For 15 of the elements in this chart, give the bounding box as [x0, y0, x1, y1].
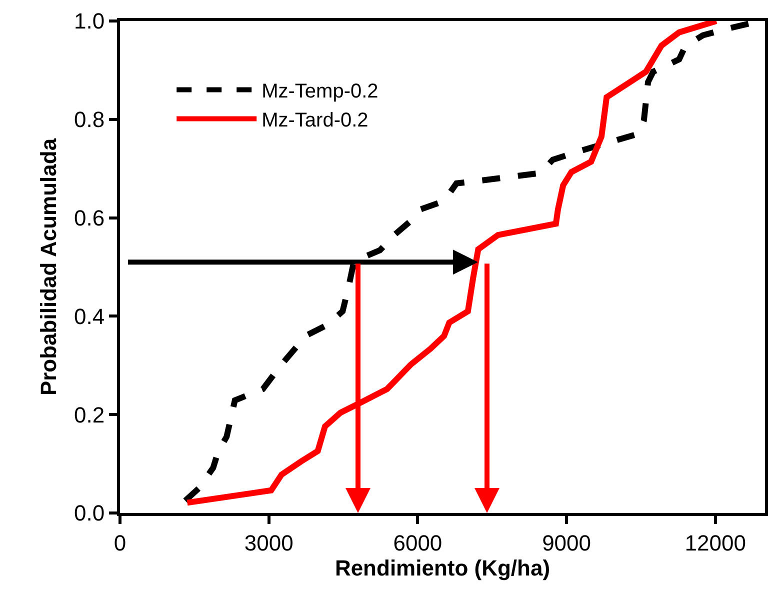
x-tick-label: 0	[114, 530, 126, 556]
y-tick-label: 0.2	[74, 402, 105, 428]
y-tick-label: 0.4	[74, 304, 105, 329]
y-tick-label: 1.0	[74, 8, 105, 34]
x-tick-label: 9000	[542, 530, 592, 556]
y-tick-label: 0.6	[74, 206, 105, 230]
legend-label: Mz-Tard-0.2	[262, 110, 368, 132]
y-tick-label: 0.8	[74, 107, 105, 132]
x-tick-label: 3000	[244, 530, 294, 556]
x-axis-title: Rendimiento (Kg/ha)	[334, 555, 550, 580]
legend-label: Mz-Temp-0.2	[262, 80, 378, 102]
x-tick-label: 6000	[393, 530, 442, 556]
x-tick-label: 12000	[684, 530, 746, 556]
y-axis-title: Probabilidad Acumulada	[36, 138, 61, 396]
y-tick-label: 0.0	[74, 500, 105, 526]
